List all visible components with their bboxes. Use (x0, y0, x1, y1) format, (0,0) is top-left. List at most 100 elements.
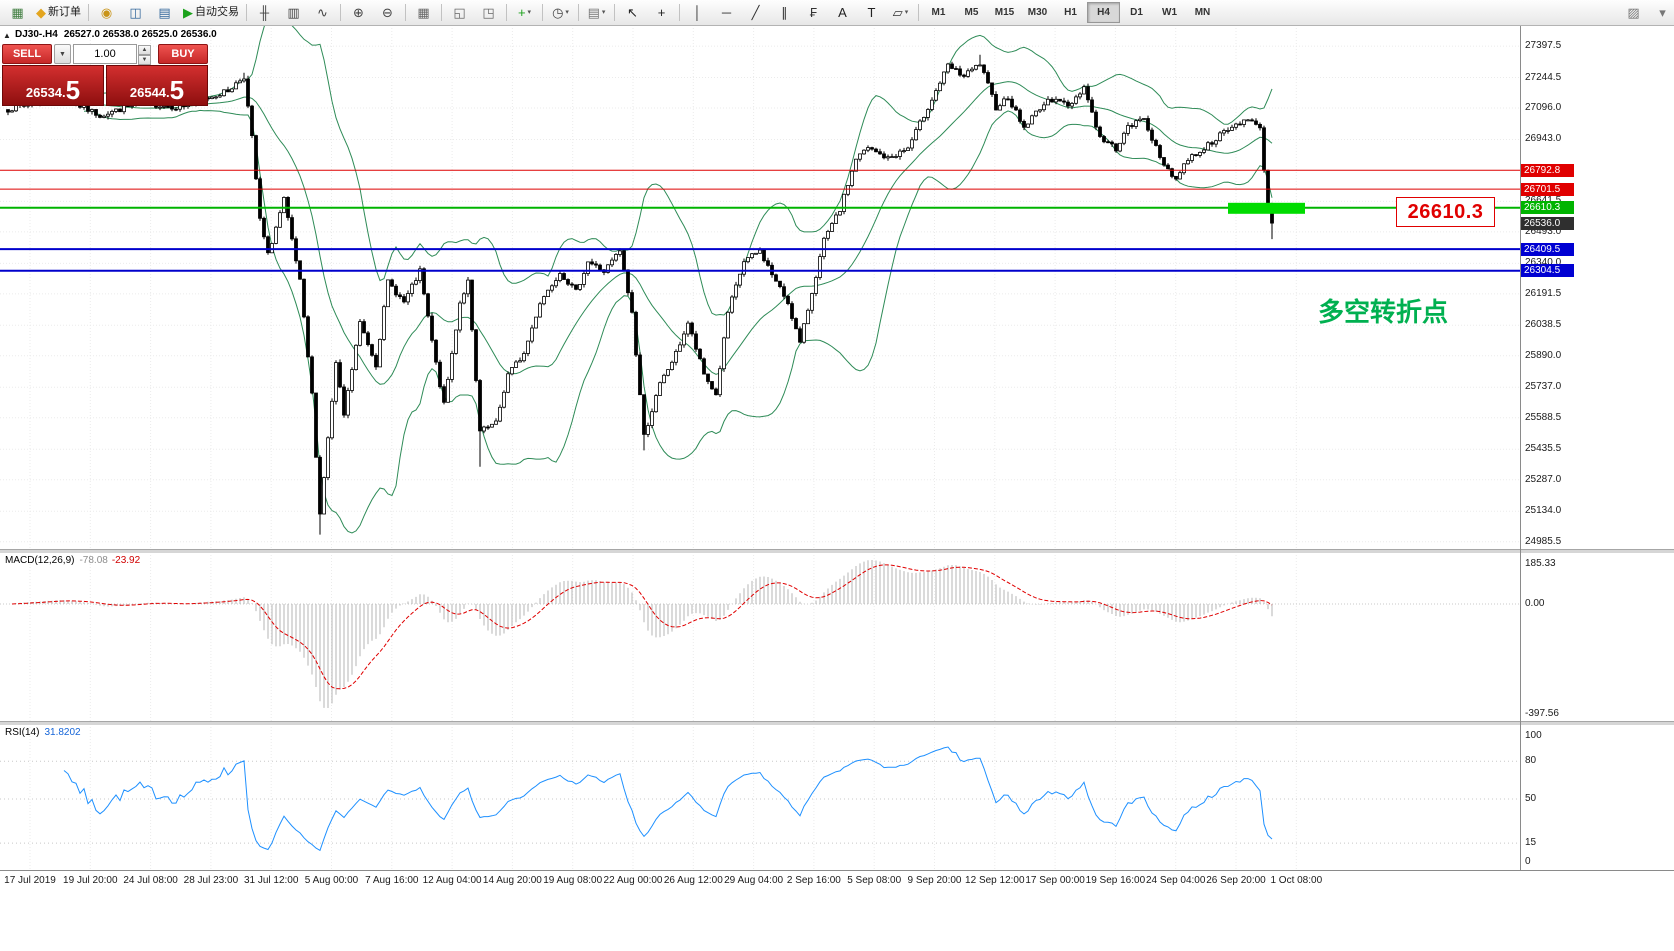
bid-price-pips: 5 (65, 75, 81, 105)
timeframe-w1[interactable]: W1 (1162, 7, 1177, 18)
time-axis-label: 12 Sep 12:00 (965, 875, 1025, 886)
rsi-axis-label: 50 (1525, 793, 1537, 804)
horizontal-line-icon[interactable]: ─ (712, 1, 741, 24)
volume-dropdown-button[interactable]: ▼ (54, 44, 71, 64)
timeframe-h4[interactable]: H4 (1087, 2, 1120, 23)
timeframe-m5[interactable]: M5 (964, 7, 979, 18)
time-axis-label: 14 Aug 20:00 (482, 875, 542, 886)
periods-icon[interactable]: ◷ ▾ (546, 1, 575, 24)
horizontal-line-icon-glyph: ─ (721, 5, 732, 20)
navigator-icon[interactable]: ◫ (121, 1, 150, 24)
price-axis-label: 25287.0 (1525, 473, 1562, 485)
time-axis-label: 17 Sep 00:00 (1025, 875, 1085, 886)
time-axis-label: 28 Jul 23:00 (183, 875, 239, 886)
rsi-panel-divider[interactable] (0, 721, 1674, 725)
new-chart-icon-glyph: ▦ (11, 5, 24, 20)
time-axis-label: 24 Jul 08:00 (123, 875, 178, 886)
new-order-button-label: 新订单 (48, 6, 81, 18)
pivot-annotation[interactable]: 多空转折点 (1318, 297, 1449, 327)
price-level-badge: 26610.3 (1521, 201, 1574, 215)
more-tools-icon[interactable]: ▾ (1648, 1, 1674, 24)
indicators-icon[interactable]: + ▾ (510, 1, 539, 24)
timeframe-m30[interactable]: M30 (1027, 7, 1048, 18)
new-order-button-glyph: ◆ (36, 5, 46, 20)
bar-chart-icon-glyph: ╫ (259, 5, 270, 20)
time-axis-label: 7 Aug 16:00 (365, 875, 419, 886)
toolbar-separator (614, 4, 615, 21)
time-axis-label: 24 Sep 04:00 (1145, 875, 1206, 886)
toolbars-menu-icon[interactable]: ▨ (1619, 1, 1648, 24)
volume-input[interactable] (73, 44, 137, 64)
sell-button[interactable]: SELL (2, 44, 52, 64)
label-icon[interactable]: T (857, 1, 886, 24)
volume-decrease-button[interactable]: ▼ (138, 55, 151, 65)
bid-price-box[interactable]: 26534. 5 (2, 65, 104, 106)
time-axis-label: 9 Sep 20:00 (907, 875, 962, 886)
timeframe-d1[interactable]: D1 (1130, 7, 1143, 18)
line-chart-icon[interactable]: ∿ (308, 1, 337, 24)
label-icon-glyph: T (867, 5, 876, 20)
timeframe-m1[interactable]: M1 (931, 7, 946, 18)
cursor-icon[interactable]: ↖ (618, 1, 647, 24)
chart-shift-icon[interactable]: ◳ (474, 1, 503, 24)
trendline-icon[interactable]: ╱ (741, 1, 770, 24)
price-callout-label[interactable]: 26610.3 (1396, 197, 1495, 227)
toolbar-right-group: ▨ ▾ (1619, 1, 1674, 24)
ask-price-box[interactable]: 26544. 5 (106, 65, 208, 106)
time-axis-label: 19 Aug 08:00 (543, 875, 603, 886)
crosshair-icon-glyph: + (657, 5, 666, 20)
time-axis-label: 26 Aug 12:00 (663, 875, 723, 886)
trade-panel-collapse-arrow[interactable]: ▲ (3, 31, 11, 40)
macd-panel-divider[interactable] (0, 549, 1674, 553)
macd-panel[interactable] (0, 552, 1520, 721)
main-chart[interactable] (0, 9, 1520, 549)
shapes-icon[interactable]: ▱ ▾ (886, 1, 915, 24)
tile-windows-icon[interactable]: ▦ (409, 1, 438, 24)
time-axis-label: 5 Aug 00:00 (304, 875, 359, 886)
terminal-icon-glyph: ▤ (158, 5, 171, 20)
toolbar-separator (88, 4, 89, 21)
navigator-icon-glyph: ◫ (129, 5, 142, 20)
buy-button[interactable]: BUY (158, 44, 208, 64)
vertical-line-icon[interactable]: │ (683, 1, 712, 24)
zoom-in-icon[interactable]: ⊕ (344, 1, 373, 24)
new-chart-icon[interactable]: ▦ (3, 1, 32, 24)
bar-chart-icon[interactable]: ╫ (250, 1, 279, 24)
price-axis-label: 26191.5 (1525, 287, 1562, 299)
timeframe-mn[interactable]: MN (1194, 7, 1211, 18)
fibonacci-icon[interactable]: ₣ (799, 1, 828, 24)
tile-windows-icon-glyph: ▦ (417, 5, 430, 20)
timeframe-m15[interactable]: M15 (994, 7, 1015, 18)
scroll-to-end-icon[interactable]: ◱ (445, 1, 474, 24)
volume-increase-button[interactable]: ▲ (138, 45, 151, 55)
price-axis-border (1520, 25, 1521, 870)
price-axis[interactable]: 27397.5 27244.5 27096.0 26943.0 26641.5 26493… (1521, 0, 1674, 951)
line-chart-icon-glyph: ∿ (317, 5, 328, 20)
toolbar-separator (246, 4, 247, 21)
channel-icon[interactable]: ∥ (770, 1, 799, 24)
zoom-out-icon[interactable]: ⊖ (373, 1, 402, 24)
templates-icon[interactable]: ▤ ▾ (582, 1, 611, 24)
chart-symbol: DJ30-.H4 (15, 29, 58, 40)
terminal-icon[interactable]: ▤ (150, 1, 179, 24)
bid-price-main: 26534. (25, 85, 66, 100)
new-order-button[interactable]: ◆ 新订单 (32, 1, 85, 24)
market-watch-icon[interactable]: ◉ (92, 1, 121, 24)
rsi-panel[interactable] (0, 724, 1520, 869)
rsi-axis-label: 80 (1525, 755, 1537, 767)
chevron-down-icon: ▾ (904, 9, 909, 16)
autotrade-button-label: 自动交易 (195, 6, 239, 18)
toolbars-menu-icon-glyph: ▨ (1627, 5, 1640, 20)
autotrade-button[interactable]: ▶ 自动交易 (179, 1, 243, 24)
toolbar-separator (405, 4, 406, 21)
timeframe-h1[interactable]: H1 (1064, 7, 1077, 18)
rsi-header: RSI(14) 31.8202 (5, 727, 81, 738)
price-axis-label: 26943.0 (1525, 133, 1562, 145)
zoom-out-icon-glyph: ⊖ (382, 5, 393, 20)
time-axis[interactable]: 17 Jul 2019 19 Jul 20:00 24 Jul 08:00 28 Ju… (0, 871, 1520, 892)
price-axis-label: 24985.5 (1525, 535, 1562, 547)
crosshair-icon[interactable]: + (647, 1, 676, 24)
text-icon[interactable]: A (828, 1, 857, 24)
candlestick-chart-icon[interactable]: ▥ (279, 1, 308, 24)
toolbar-separator (542, 4, 543, 21)
